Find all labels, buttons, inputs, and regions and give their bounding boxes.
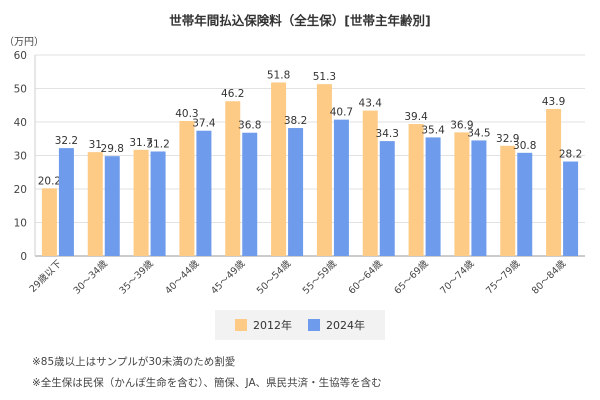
bar-2012	[408, 124, 424, 256]
chart-title: 世帯年間払込保険料（全生保）[世帯主年齢別]	[169, 13, 431, 28]
legend-label-2024: 2024年	[326, 319, 365, 332]
data-label: 32.9	[496, 133, 519, 145]
data-label: 32.2	[55, 135, 78, 147]
bar-2024	[196, 130, 212, 256]
bar-2012	[454, 132, 470, 256]
x-tick-label: 75〜79歳	[483, 257, 522, 296]
legend-swatch-2012	[235, 319, 247, 331]
bar-2012	[179, 120, 195, 257]
bar-2012	[362, 110, 378, 256]
bar-2024	[58, 148, 74, 256]
bar-2012	[271, 82, 287, 256]
data-label: 43.4	[359, 98, 383, 110]
bar-2012	[133, 149, 149, 256]
data-label: 40.3	[175, 108, 198, 120]
y-tick-label: 50	[14, 84, 27, 96]
data-label: 20.2	[38, 175, 61, 187]
x-tick-label: 40〜44歳	[163, 257, 202, 296]
data-label: 31.2	[146, 138, 169, 150]
data-label: 31.7	[129, 137, 152, 149]
x-tick-label: 55〜59歳	[300, 257, 339, 296]
data-label: 31	[89, 139, 102, 151]
data-label: 28.2	[559, 149, 582, 161]
x-tick-label: 65〜69歳	[392, 257, 431, 296]
legend-label-2012: 2012年	[253, 319, 292, 332]
data-label: 38.2	[284, 115, 307, 127]
bar-2024	[333, 119, 349, 256]
footnote-2: ※全生保は民保（かんぽ生命を含む）、簡保、JA、県民共済・生協等を含む	[32, 377, 382, 389]
data-label: 36.9	[450, 119, 473, 131]
bar-2012	[500, 145, 516, 256]
bar-2024	[563, 161, 579, 256]
data-label: 36.8	[238, 120, 261, 132]
y-tick-label: 20	[14, 184, 27, 196]
legend-swatch-2024	[308, 319, 320, 331]
bar-2012	[316, 84, 332, 257]
x-tick-label: 35〜39歳	[117, 257, 156, 296]
legend: 2012年 2024年	[215, 310, 385, 340]
data-label: 40.7	[330, 107, 353, 119]
data-label: 39.4	[404, 111, 428, 123]
data-label: 34.3	[376, 128, 399, 140]
y-tick-label: 60	[14, 50, 27, 62]
data-label: 37.4	[192, 118, 216, 130]
data-label: 29.8	[101, 143, 124, 155]
bar-2012	[225, 101, 241, 256]
x-tick-label: 30〜34歳	[71, 257, 110, 296]
data-label: 51.3	[313, 71, 336, 83]
bar-2024	[242, 132, 258, 256]
bar-2012	[546, 108, 562, 256]
x-tick-label: 60〜64歳	[346, 257, 385, 296]
data-label: 46.2	[221, 88, 244, 100]
bar-2024	[517, 152, 533, 256]
data-label: 35.4	[421, 124, 445, 136]
bar-2024	[379, 141, 395, 256]
y-tick-label: 0	[20, 251, 27, 263]
x-tick-label: 29歳以下	[27, 258, 64, 295]
data-label: 43.9	[542, 96, 565, 108]
bar-2012	[87, 152, 103, 256]
legend-item-2012: 2012年	[235, 317, 292, 333]
bar-2024	[425, 137, 441, 256]
bar-2012	[41, 188, 57, 256]
y-tick-label: 10	[14, 218, 27, 230]
bar-2024	[150, 151, 166, 256]
y-tick-label: 30	[14, 151, 27, 163]
footnote-1: ※85歳以上はサンプルが30未満のため割愛	[32, 356, 236, 368]
x-tick-label: 80〜84歳	[529, 257, 568, 296]
legend-item-2024: 2024年	[308, 317, 365, 333]
x-tick-label: 70〜74歳	[438, 257, 477, 296]
y-axis-unit-label: （万円）	[4, 36, 44, 48]
x-tick-label: 45〜49歳	[208, 257, 247, 296]
bar-2024	[288, 128, 304, 256]
data-label: 30.8	[513, 140, 536, 152]
x-tick-label: 50〜54歳	[254, 257, 293, 296]
y-tick-label: 40	[14, 117, 27, 129]
bar-2024	[104, 156, 120, 256]
data-label: 51.8	[267, 69, 290, 81]
data-label: 34.5	[467, 127, 490, 139]
bar-2024	[471, 140, 487, 256]
